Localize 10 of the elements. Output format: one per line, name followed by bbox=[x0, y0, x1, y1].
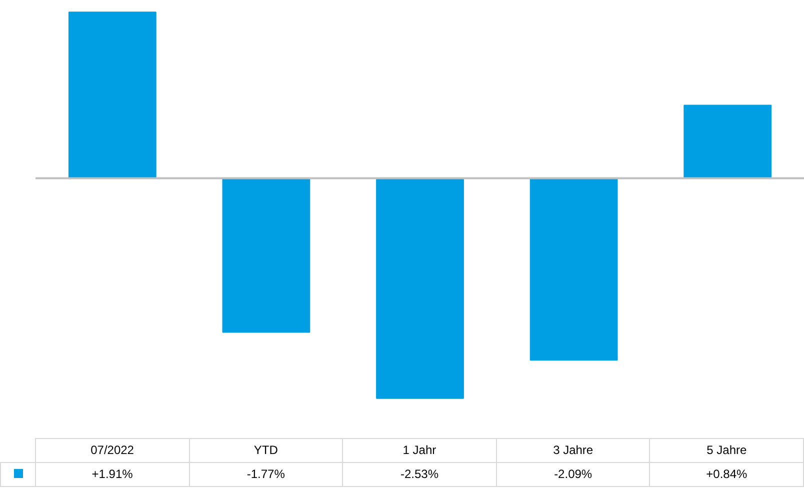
data-label: -1.77% bbox=[189, 462, 343, 486]
x-tick-label: 07/2022 bbox=[36, 438, 190, 462]
data-label: +1.91% bbox=[36, 462, 190, 486]
x-tick-label: 3 Jahre bbox=[496, 438, 650, 462]
data-label: +0.84% bbox=[650, 462, 804, 486]
data-label: -2.53% bbox=[342, 462, 496, 486]
x-tick-label: YTD bbox=[189, 438, 343, 462]
data-label: -2.09% bbox=[496, 462, 650, 486]
x-tick-label: 5 Jahre bbox=[650, 438, 804, 462]
x-tick-label: 1 Jahr bbox=[342, 438, 496, 462]
